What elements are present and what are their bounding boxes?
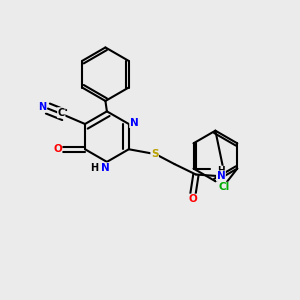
Text: O: O: [189, 194, 197, 204]
Text: H: H: [217, 166, 225, 175]
Text: N: N: [217, 171, 225, 181]
Text: N: N: [38, 102, 46, 112]
Text: C: C: [58, 108, 65, 118]
Text: S: S: [151, 149, 158, 159]
Text: O: O: [53, 144, 62, 154]
Text: Cl: Cl: [218, 182, 230, 192]
Text: N: N: [101, 163, 110, 173]
Text: H: H: [90, 163, 98, 173]
Text: N: N: [130, 118, 139, 128]
